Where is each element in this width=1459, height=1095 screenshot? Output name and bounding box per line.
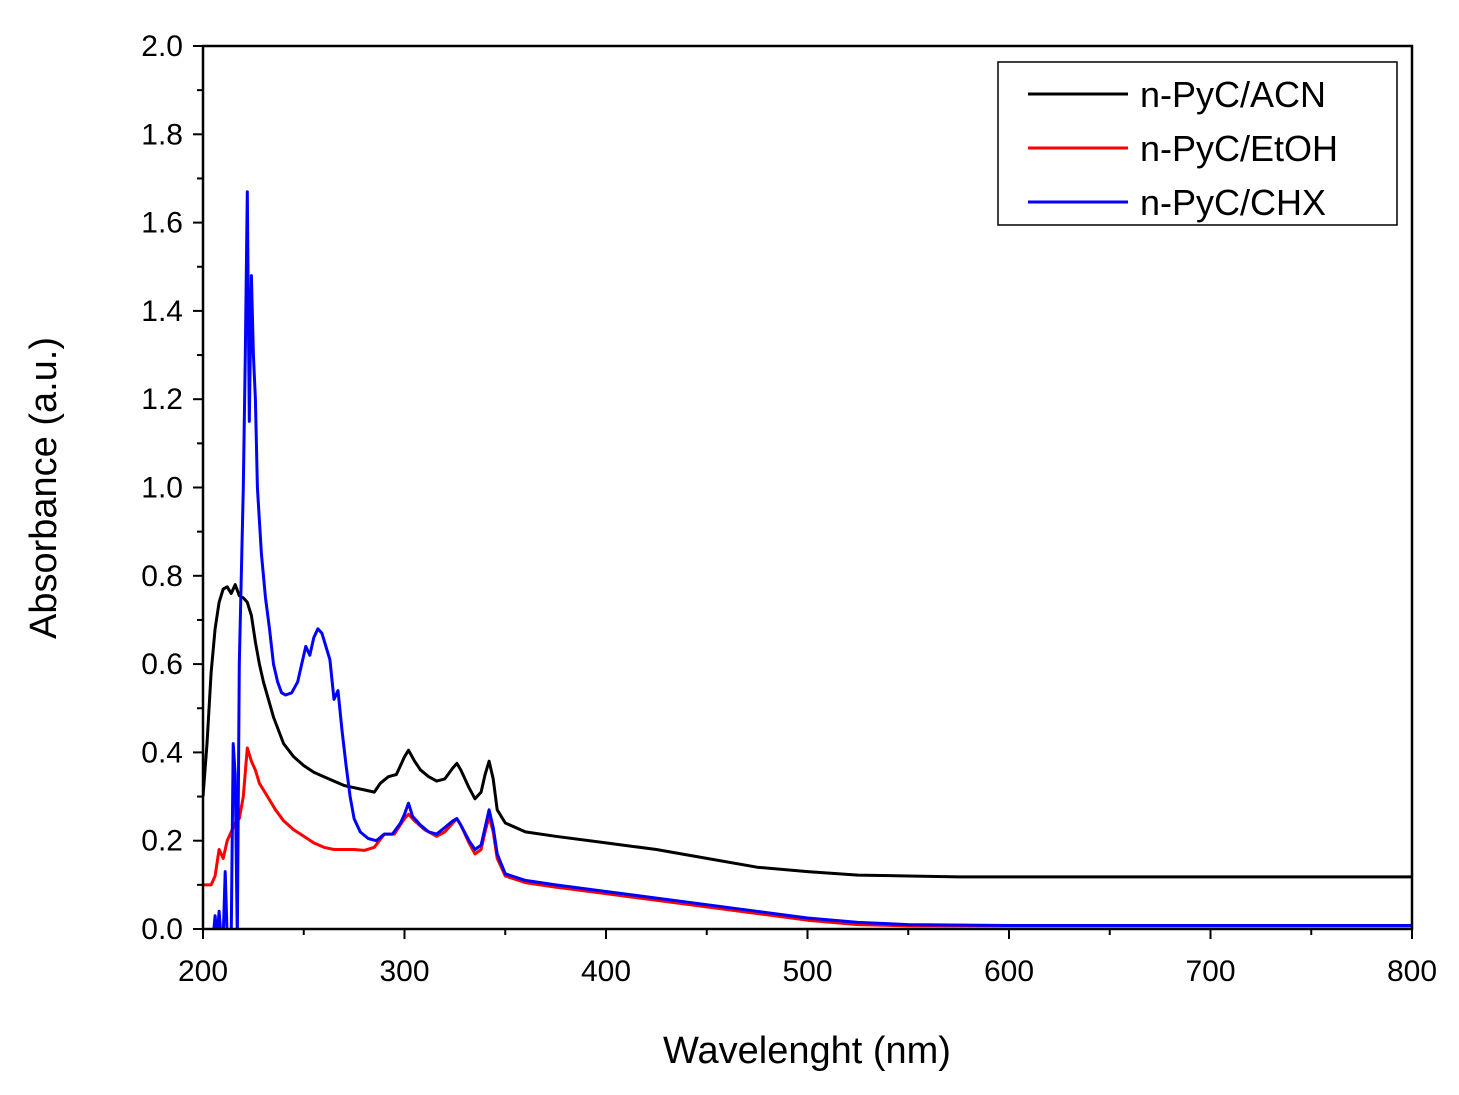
legend: n-PyC/ACN n-PyC/EtOH n-PyC/CHX	[997, 61, 1398, 226]
x-axis-title: Wavelenght (nm)	[663, 1030, 951, 1072]
series-line-3	[212, 190, 1412, 929]
y-tick-label: 0.6	[141, 648, 183, 681]
series-line-1	[203, 583, 1412, 879]
series-layer	[203, 190, 1412, 929]
y-tick-label: 0.0	[141, 913, 183, 946]
y-axis-title: Absorbance (a.u.)	[23, 337, 65, 639]
y-tick-label: 1.6	[141, 207, 183, 240]
y-tick-label: 1.8	[141, 118, 183, 151]
y-tick-label: 1.4	[141, 295, 183, 328]
x-tick-label: 800	[1387, 955, 1437, 988]
y-tick-label: 0.4	[141, 736, 183, 769]
legend-label: n-PyC/EtOH	[1140, 128, 1338, 169]
y-tick-label: 0.8	[141, 560, 183, 593]
x-axis-ticks: 200 300 400 500 600 700 800	[178, 929, 1437, 988]
x-tick-label: 300	[379, 955, 429, 988]
y-tick-label: 1.0	[141, 472, 183, 505]
legend-box	[997, 61, 1398, 226]
series-line-2	[203, 746, 1412, 928]
x-tick-label: 200	[178, 955, 228, 988]
y-tick-label: 1.2	[141, 383, 183, 416]
legend-label: n-PyC/CHX	[1140, 182, 1326, 223]
legend-label: n-PyC/ACN	[1140, 74, 1326, 115]
y-axis-ticks: 0.0 0.2 0.4 0.6 0.8 1.0 1.2 1.4 1.6 1.8 2.0	[141, 30, 203, 946]
x-tick-label: 400	[581, 955, 631, 988]
y-tick-label: 2.0	[141, 30, 183, 63]
y-tick-label: 0.2	[141, 825, 183, 858]
x-tick-label: 700	[1185, 955, 1235, 988]
x-tick-label: 600	[984, 955, 1034, 988]
x-tick-label: 500	[782, 955, 832, 988]
